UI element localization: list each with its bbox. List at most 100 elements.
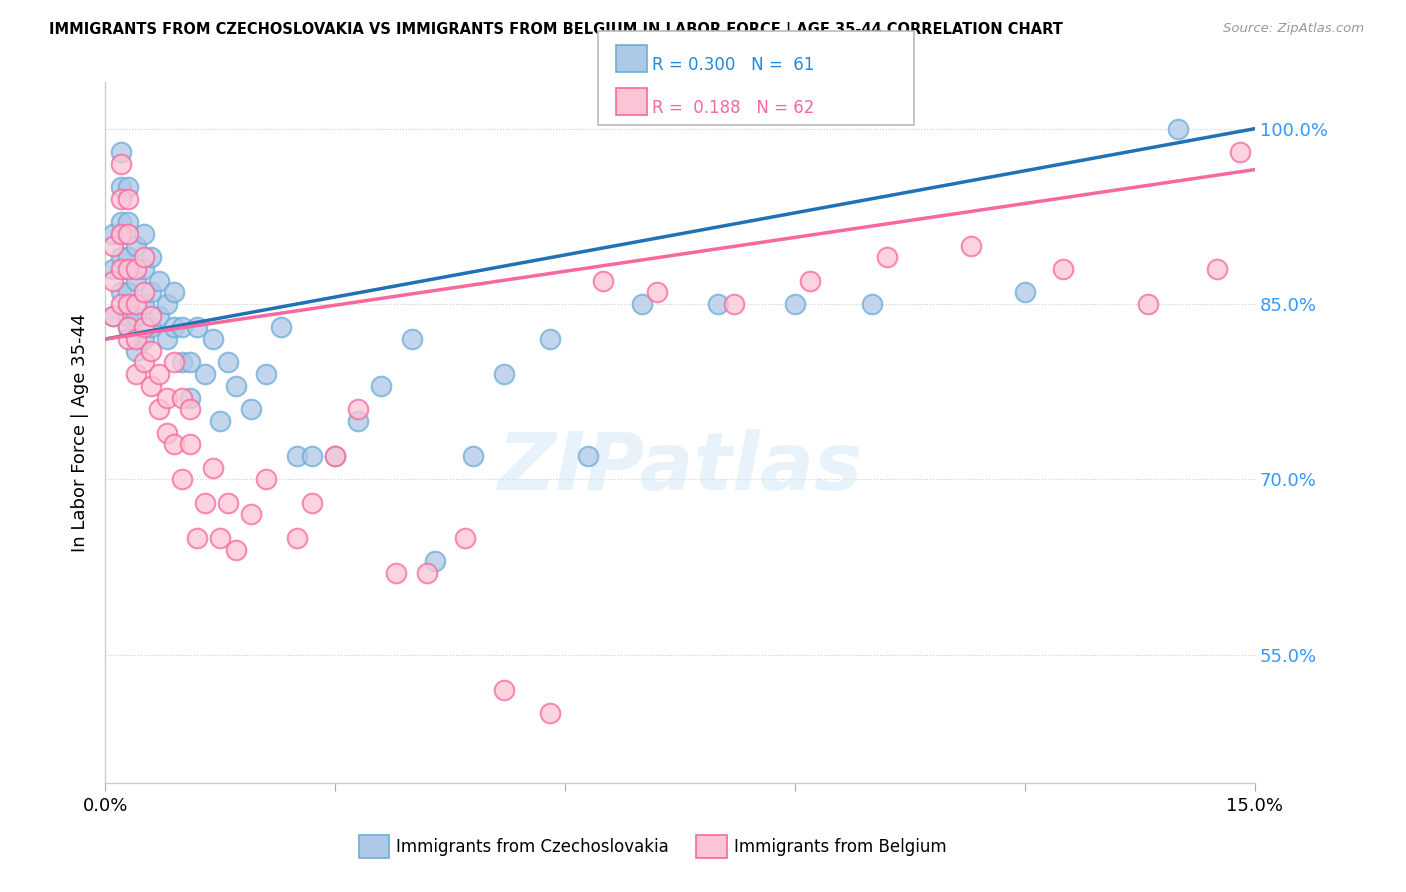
Point xyxy=(860,297,883,311)
Point xyxy=(110,250,132,264)
Point xyxy=(117,309,139,323)
Point xyxy=(132,297,155,311)
Point xyxy=(125,332,148,346)
Point xyxy=(209,414,232,428)
Point xyxy=(117,332,139,346)
Point xyxy=(170,355,193,369)
Y-axis label: In Labor Force | Age 35-44: In Labor Force | Age 35-44 xyxy=(72,313,89,552)
Point xyxy=(416,566,439,580)
Point xyxy=(592,274,614,288)
Point xyxy=(141,320,163,334)
Point xyxy=(576,449,599,463)
Point xyxy=(301,449,323,463)
Point xyxy=(960,238,983,252)
Point xyxy=(101,238,124,252)
Point xyxy=(110,180,132,194)
Point xyxy=(323,449,346,463)
Point xyxy=(217,496,239,510)
Point xyxy=(1229,145,1251,159)
Point xyxy=(132,285,155,300)
Point xyxy=(454,531,477,545)
Point xyxy=(117,320,139,334)
Point xyxy=(132,355,155,369)
Point xyxy=(117,320,139,334)
Point xyxy=(1052,262,1074,277)
Point xyxy=(217,355,239,369)
Text: Immigrants from Belgium: Immigrants from Belgium xyxy=(734,838,946,856)
Point xyxy=(163,437,186,451)
Point xyxy=(117,297,139,311)
Point xyxy=(186,531,208,545)
Point xyxy=(101,262,124,277)
Point xyxy=(110,262,132,277)
Point xyxy=(110,215,132,229)
Point xyxy=(141,285,163,300)
Text: R =  0.188   N = 62: R = 0.188 N = 62 xyxy=(652,99,814,117)
Point xyxy=(492,367,515,381)
Point xyxy=(163,285,186,300)
Point xyxy=(141,343,163,358)
Point xyxy=(723,297,745,311)
Point xyxy=(225,379,247,393)
Point xyxy=(201,460,224,475)
Point xyxy=(101,227,124,241)
Point xyxy=(110,297,132,311)
Text: Source: ZipAtlas.com: Source: ZipAtlas.com xyxy=(1223,22,1364,36)
Point xyxy=(239,508,262,522)
Point xyxy=(401,332,423,346)
Point xyxy=(492,682,515,697)
Point xyxy=(110,227,132,241)
Point xyxy=(170,391,193,405)
Point xyxy=(125,343,148,358)
Point xyxy=(132,227,155,241)
Point xyxy=(117,227,139,241)
Point xyxy=(707,297,730,311)
Point xyxy=(132,332,155,346)
Point xyxy=(101,274,124,288)
Point xyxy=(141,379,163,393)
Point xyxy=(876,250,898,264)
Point xyxy=(347,414,370,428)
Point xyxy=(117,285,139,300)
Point xyxy=(323,449,346,463)
Point xyxy=(799,274,821,288)
Point xyxy=(538,332,561,346)
Point xyxy=(1167,121,1189,136)
Point xyxy=(141,309,163,323)
Point xyxy=(1205,262,1227,277)
Point xyxy=(385,566,408,580)
Text: IMMIGRANTS FROM CZECHOSLOVAKIA VS IMMIGRANTS FROM BELGIUM IN LABOR FORCE | AGE 3: IMMIGRANTS FROM CZECHOSLOVAKIA VS IMMIGR… xyxy=(49,22,1063,38)
Point xyxy=(155,332,177,346)
Point xyxy=(117,192,139,206)
Point xyxy=(347,402,370,417)
Point xyxy=(179,437,201,451)
Point xyxy=(194,367,217,381)
Point xyxy=(110,192,132,206)
Point xyxy=(125,367,148,381)
Point xyxy=(141,250,163,264)
Text: Immigrants from Czechoslovakia: Immigrants from Czechoslovakia xyxy=(396,838,669,856)
Point xyxy=(117,215,139,229)
Point xyxy=(285,449,308,463)
Point xyxy=(194,496,217,510)
Point xyxy=(370,379,392,393)
Point xyxy=(163,355,186,369)
Point xyxy=(148,274,170,288)
Point xyxy=(239,402,262,417)
Point xyxy=(125,274,148,288)
Point xyxy=(179,355,201,369)
Point xyxy=(285,531,308,545)
Point xyxy=(148,367,170,381)
Point xyxy=(117,250,139,264)
Point xyxy=(110,145,132,159)
Point xyxy=(125,238,148,252)
Point xyxy=(117,180,139,194)
Point xyxy=(132,262,155,277)
Point xyxy=(101,309,124,323)
Point xyxy=(110,157,132,171)
Point xyxy=(155,297,177,311)
Point xyxy=(270,320,292,334)
Point xyxy=(179,391,201,405)
Point xyxy=(132,320,155,334)
Point xyxy=(101,309,124,323)
